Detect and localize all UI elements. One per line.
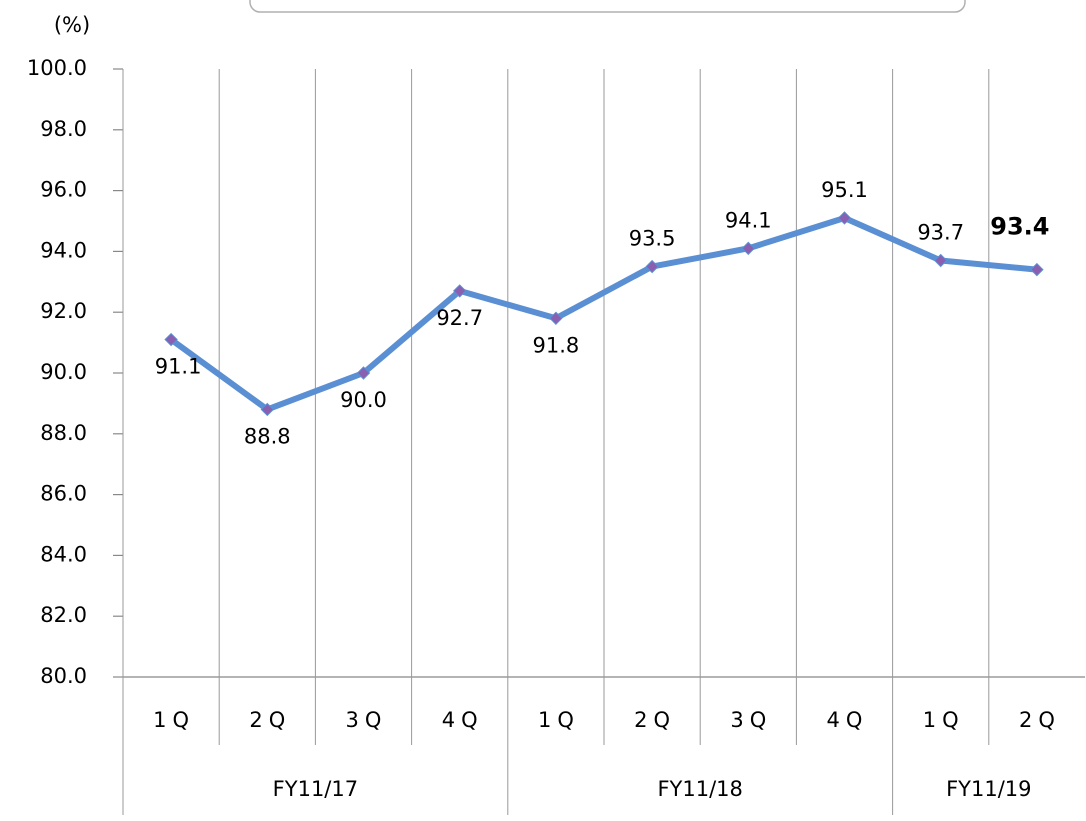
y-axis-label: (%) — [54, 13, 90, 37]
group-label: FY11/19 — [946, 777, 1031, 801]
y-tick-label: 98.0 — [40, 117, 87, 141]
marker — [837, 211, 852, 225]
marker — [164, 332, 178, 347]
group-label: FY11/18 — [657, 777, 742, 801]
marker — [645, 259, 659, 274]
x-tick-label: 2Q — [249, 708, 291, 732]
data-label: 94.1 — [725, 208, 772, 232]
data-label: 88.8 — [244, 424, 291, 448]
data-label: 95.1 — [821, 178, 868, 202]
y-tick-label: 94.0 — [40, 238, 87, 262]
y-tick-label: 86.0 — [40, 482, 87, 506]
line — [169, 214, 1038, 413]
marker — [356, 366, 371, 380]
y-tick-label: 82.0 — [40, 603, 87, 627]
data-label: 92.7 — [436, 306, 483, 330]
data-label: 91.1 — [155, 355, 202, 379]
marker — [741, 241, 756, 256]
data-label: 93.5 — [629, 227, 676, 251]
x-tick-label: 1Q — [153, 708, 195, 732]
marker — [452, 284, 467, 298]
y-tick-label: 90.0 — [40, 360, 87, 384]
x-tick-label: 4Q — [442, 708, 484, 732]
marker — [933, 253, 948, 268]
x-tick-label: 1Q — [923, 708, 965, 732]
y-tick-label: 84.0 — [40, 542, 87, 566]
x-tick-label: 1Q — [538, 708, 580, 732]
x-tick-label: 2Q — [1019, 708, 1061, 732]
y-tick-label: 96.0 — [40, 178, 87, 202]
y-tick-label: 88.0 — [40, 421, 87, 445]
x-tick-label: 2Q — [634, 708, 676, 732]
data-label: 93.7 — [917, 221, 964, 245]
y-tick-label: 100.0 — [27, 56, 87, 80]
group-label: FY11/17 — [273, 777, 358, 801]
data-label: 91.8 — [533, 333, 580, 357]
x-tick-label: 3Q — [346, 708, 388, 732]
marker — [260, 402, 275, 417]
y-tick-label: 80.0 — [40, 664, 87, 688]
header-box — [249, 0, 966, 13]
marker — [1030, 262, 1044, 277]
data-label: 93.4 — [990, 213, 1049, 241]
y-tick-label: 92.0 — [40, 299, 87, 323]
x-tick-label: 4Q — [827, 708, 869, 732]
x-tick-label: 3Q — [730, 708, 772, 732]
data-label: 90.0 — [340, 388, 387, 412]
marker — [549, 311, 563, 325]
